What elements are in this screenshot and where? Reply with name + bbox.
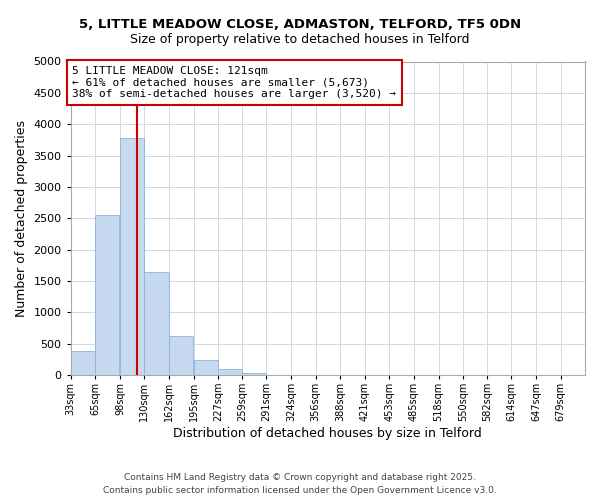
Bar: [71, 351, 95, 375]
X-axis label: Distribution of detached houses by size in Telford: Distribution of detached houses by size …: [173, 427, 482, 440]
Bar: [194, 360, 218, 375]
Bar: [144, 272, 169, 375]
Y-axis label: Number of detached properties: Number of detached properties: [15, 120, 28, 317]
Bar: [218, 369, 242, 375]
Text: 5, LITTLE MEADOW CLOSE, ADMASTON, TELFORD, TF5 0DN: 5, LITTLE MEADOW CLOSE, ADMASTON, TELFOR…: [79, 18, 521, 30]
Text: Contains HM Land Registry data © Crown copyright and database right 2025.
Contai: Contains HM Land Registry data © Crown c…: [103, 474, 497, 495]
Text: Size of property relative to detached houses in Telford: Size of property relative to detached ho…: [130, 32, 470, 46]
Bar: [169, 336, 193, 375]
Bar: [95, 215, 119, 375]
Text: 5 LITTLE MEADOW CLOSE: 121sqm
← 61% of detached houses are smaller (5,673)
38% o: 5 LITTLE MEADOW CLOSE: 121sqm ← 61% of d…: [72, 66, 396, 99]
Bar: [120, 138, 144, 375]
Bar: [242, 373, 266, 375]
